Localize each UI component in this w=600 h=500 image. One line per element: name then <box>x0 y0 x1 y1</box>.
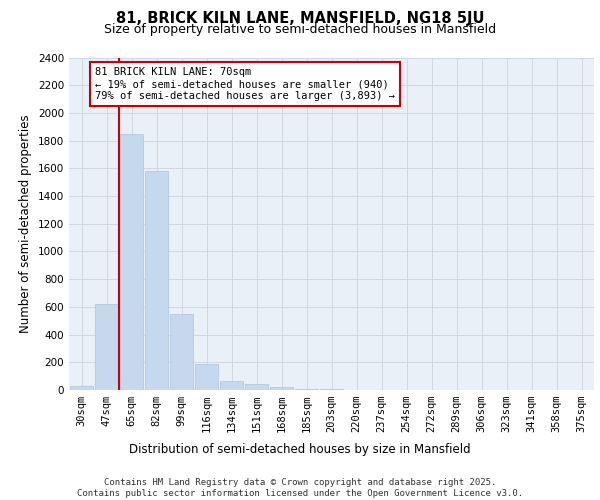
Bar <box>220 381 243 390</box>
Text: 81 BRICK KILN LANE: 70sqm
← 19% of semi-detached houses are smaller (940)
79% of: 81 BRICK KILN LANE: 70sqm ← 19% of semi-… <box>95 68 395 100</box>
Y-axis label: Number of semi-detached properties: Number of semi-detached properties <box>19 114 32 333</box>
Bar <box>70 386 93 390</box>
Bar <box>195 364 218 390</box>
Text: Contains HM Land Registry data © Crown copyright and database right 2025.
Contai: Contains HM Land Registry data © Crown c… <box>77 478 523 498</box>
Bar <box>245 384 268 390</box>
Bar <box>170 314 193 390</box>
Bar <box>270 387 293 390</box>
Bar <box>295 388 318 390</box>
Text: 81, BRICK KILN LANE, MANSFIELD, NG18 5JU: 81, BRICK KILN LANE, MANSFIELD, NG18 5JU <box>116 11 484 26</box>
Bar <box>95 304 118 390</box>
Bar <box>120 134 143 390</box>
Text: Size of property relative to semi-detached houses in Mansfield: Size of property relative to semi-detach… <box>104 22 496 36</box>
Bar <box>145 171 168 390</box>
Text: Distribution of semi-detached houses by size in Mansfield: Distribution of semi-detached houses by … <box>129 442 471 456</box>
